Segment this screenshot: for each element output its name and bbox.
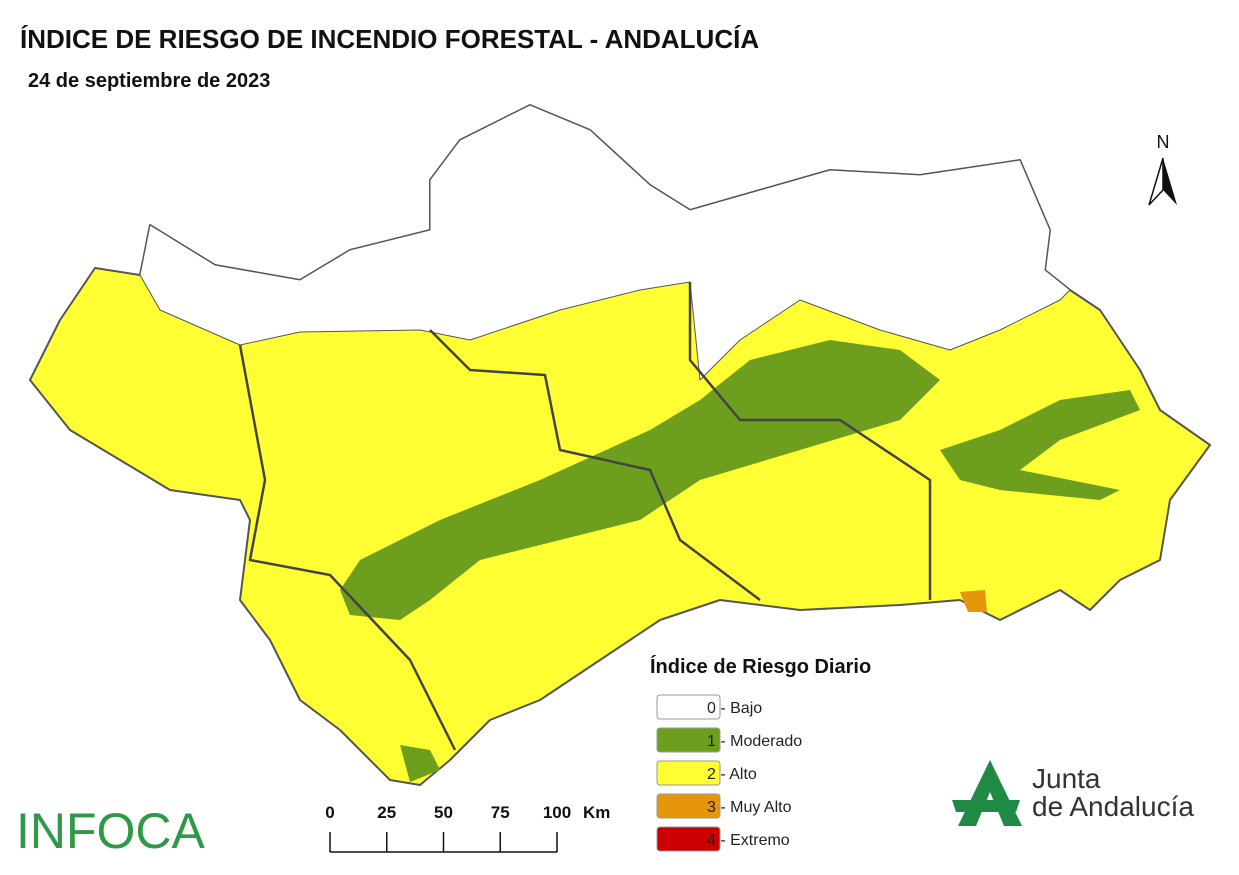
legend: 0 - Bajo 1 - Moderado 2 - Alto 3 - Muy Alto… (656, 694, 802, 852)
legend-label: 0 - Bajo (707, 700, 762, 717)
north-label: N (1157, 132, 1170, 152)
scale-unit: Km (583, 803, 610, 822)
title: ÍNDICE DE RIESGO DE INCENDIO FORESTAL - … (20, 24, 759, 54)
scale-label: 50 (434, 803, 453, 822)
date: 24 de septiembre de 2023 (28, 70, 270, 92)
province-border (688, 282, 932, 600)
legend-swatch (656, 760, 721, 786)
legend-title: Índice de Riesgo Diario (650, 655, 871, 678)
north-arrow-right (1163, 158, 1177, 205)
scale-bar: 0 25 50 75 100 Km (325, 803, 610, 853)
scale-label: 0 (325, 803, 334, 822)
legend-label: 1 - Moderado (707, 733, 802, 750)
region-bajo (139, 104, 1071, 381)
legend-label: 3 - Muy Alto (707, 799, 792, 816)
north-arrow-left (1148, 157, 1164, 206)
legend-swatch (656, 694, 721, 720)
region-moderado (940, 390, 1140, 500)
junta-text: Junta (1032, 763, 1101, 794)
infoca-logo: INFOCA (16, 803, 206, 859)
north-arrow: N (1148, 132, 1177, 206)
andalucia-map (29, 104, 1211, 786)
province-border (238, 344, 457, 751)
legend-label: 4 - Extremo (707, 832, 790, 849)
region-moderado (400, 745, 440, 782)
scale-label: 100 (543, 803, 571, 822)
province-border (429, 329, 761, 601)
region-muy-alto (960, 590, 987, 612)
region-moderado (340, 340, 940, 620)
junta-emblem-bar (952, 800, 1020, 812)
legend-swatch (656, 727, 721, 753)
junta-emblem (958, 760, 1022, 826)
junta-logo: Junta de Andalucía (952, 760, 1194, 826)
junta-text: de Andalucía (1032, 791, 1194, 822)
legend-swatch (656, 793, 721, 819)
legend-label: 2 - Alto (707, 766, 757, 783)
scale-label: 25 (377, 803, 396, 822)
scale-label: 75 (491, 803, 510, 822)
legend-swatch (656, 826, 721, 852)
